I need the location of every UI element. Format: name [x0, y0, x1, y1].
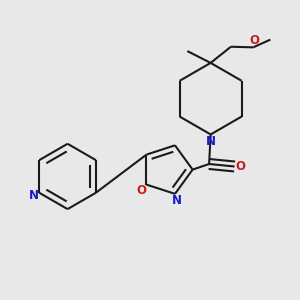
Text: O: O	[235, 160, 245, 173]
Text: N: N	[172, 194, 182, 207]
Text: N: N	[29, 189, 39, 202]
Text: O: O	[250, 34, 260, 47]
Text: O: O	[136, 184, 146, 197]
Text: N: N	[206, 135, 216, 148]
